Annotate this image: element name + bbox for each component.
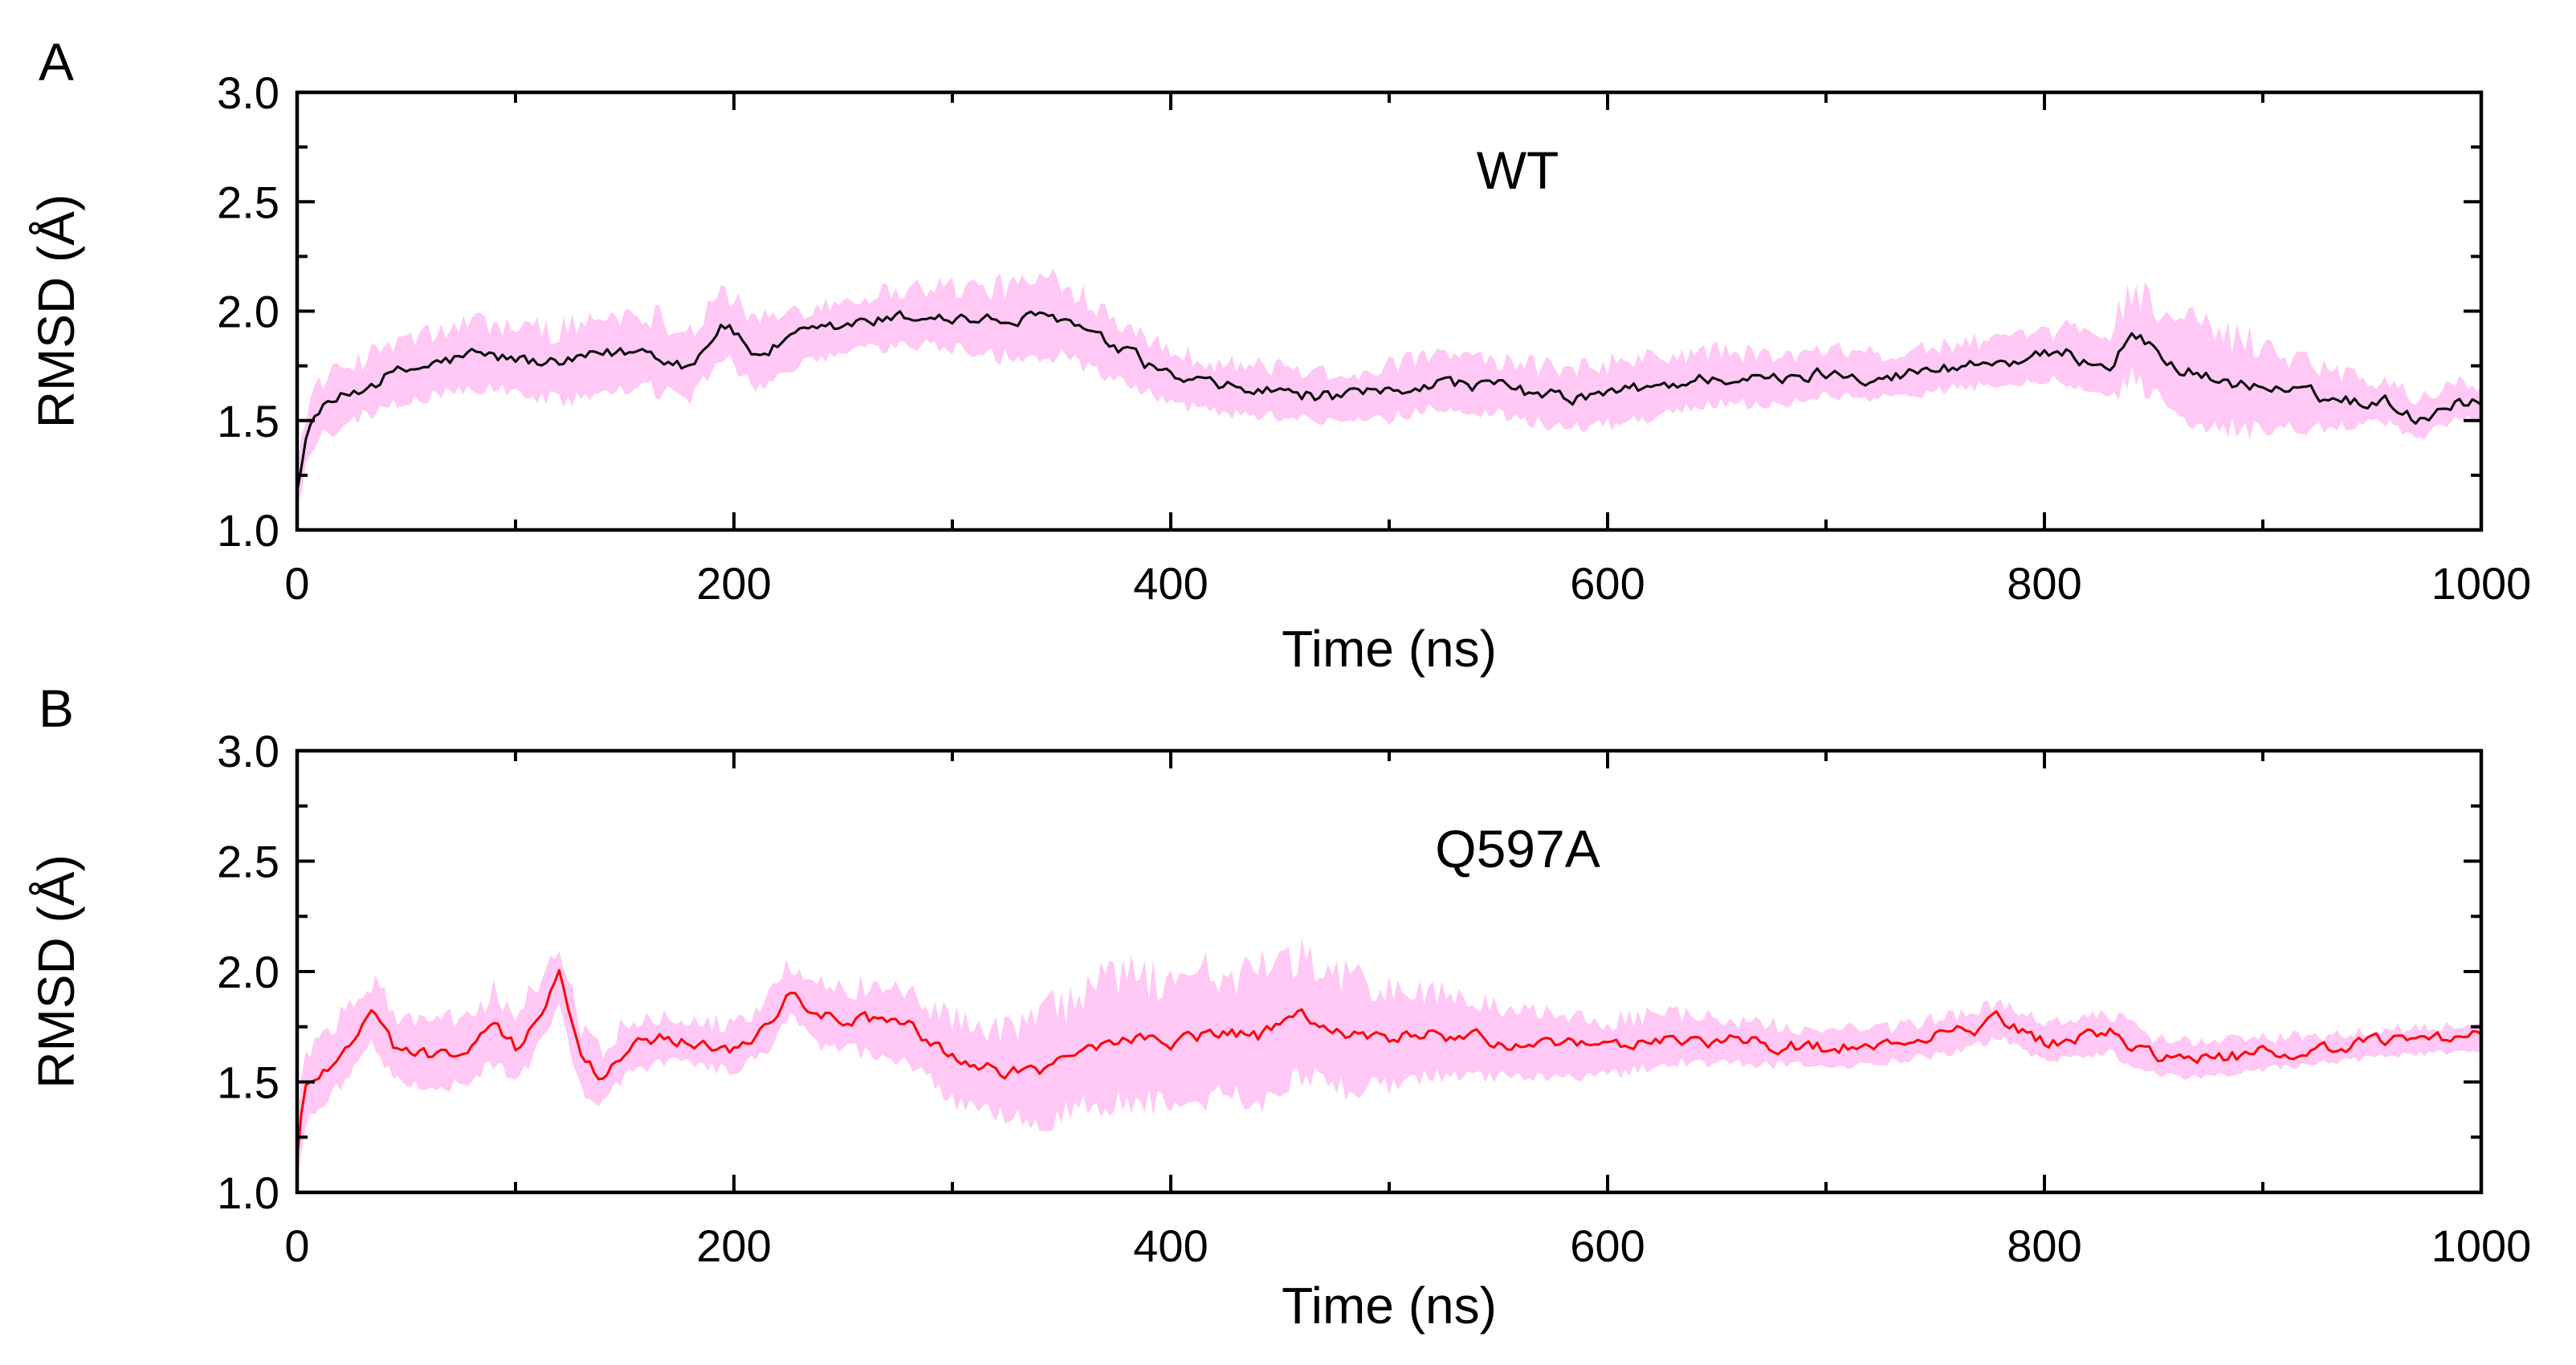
x-tick-label: 800 [2007,1220,2081,1271]
y-axis-label: RMSD (Å) [27,194,85,429]
y-tick-label: 2.5 [217,837,279,887]
y-tick-label: 1.0 [217,1167,279,1218]
rmsd-range-band [297,937,2481,1188]
panel-a: 0 200 400 600 800 1000 1.0 1.5 2.0 2.5 3.0 Time (ns… [27,32,2531,678]
x-axis-label: Time (ns) [1282,620,1497,678]
x-tick-label: 600 [1570,558,1645,609]
y-tick-label: 1.5 [217,1057,279,1108]
x-tick-label: 1000 [2431,1220,2532,1271]
y-tick-label: 3.0 [217,67,279,118]
panel-b: 0 200 400 600 800 1000 1.0 1.5 2.0 2.5 3.0 Time (ns… [27,678,2531,1334]
x-tick-label: 0 [284,558,309,609]
x-tick-label: 400 [1133,558,1208,609]
rmsd-line-wt [296,310,2482,492]
y-tick-label: 2.5 [217,177,279,227]
x-tick-label: 0 [284,1220,309,1271]
y-tick-label: 1.0 [217,505,279,556]
x-tick-label: 400 [1133,1220,1208,1271]
y-tick-label: 2.0 [217,947,279,997]
y-tick-label: 2.0 [217,287,279,337]
y-tick-label: 1.5 [217,396,279,446]
panel-letter: A [39,32,74,92]
y-tick-label: 3.0 [217,726,279,776]
x-tick-label: 1000 [2431,558,2532,609]
x-tick-label: 200 [696,1220,771,1271]
x-tick-label: 200 [696,558,771,609]
panel-letter: B [39,678,74,738]
rmsd-line-q597a [296,968,2482,1159]
y-axis-label: RMSD (Å) [27,854,85,1089]
series-annotation: Q597A [1435,819,1600,878]
x-tick-label: 800 [2007,558,2081,609]
x-tick-label: 600 [1570,1220,1645,1271]
plot-frame [295,748,2484,1195]
series-annotation: WT [1477,141,1559,200]
x-axis-label: Time (ns) [1282,1277,1497,1334]
